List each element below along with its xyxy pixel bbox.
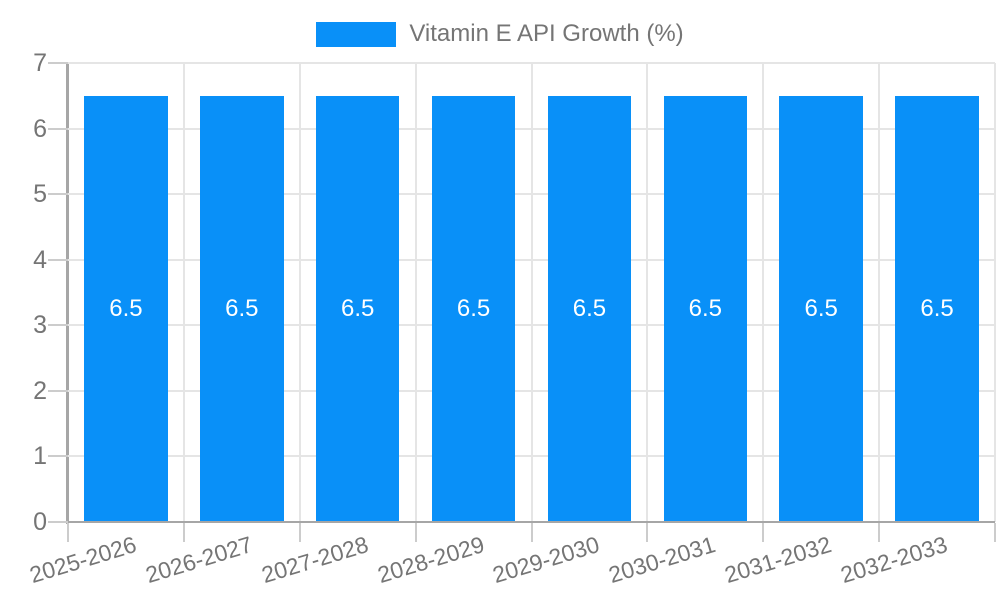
- v-gridline: [530, 63, 533, 522]
- bar-value-label: 6.5: [109, 294, 143, 322]
- y-axis-label: 7: [33, 49, 47, 77]
- bar-value-label: 6.5: [688, 294, 722, 322]
- x-axis-tick: [67, 523, 69, 542]
- x-axis-tick: [182, 523, 185, 542]
- y-axis-tick: [48, 258, 68, 261]
- y-axis-tick: [48, 455, 68, 458]
- bar[interactable]: 6.5: [315, 95, 400, 522]
- y-axis-label: 4: [33, 245, 47, 274]
- bar[interactable]: 6.5: [200, 95, 284, 522]
- y-axis-tick: [48, 389, 68, 392]
- x-axis-tick: [878, 523, 881, 542]
- y-axis-label: 0: [33, 508, 47, 536]
- x-axis-tick: [762, 523, 765, 542]
- y-axis-tick: [48, 127, 68, 130]
- bar[interactable]: 6.5: [84, 95, 168, 522]
- y-axis-label: 3: [33, 311, 47, 340]
- x-axis-tick: [646, 523, 649, 542]
- bar-value-label: 6.5: [572, 294, 607, 322]
- x-axis-tick: [414, 523, 417, 542]
- x-axis-tick: [298, 523, 301, 542]
- v-gridline: [762, 63, 765, 522]
- v-gridline: [414, 63, 417, 522]
- x-axis-tick: [994, 523, 996, 542]
- bar[interactable]: 6.5: [779, 95, 863, 522]
- x-axis-tick: [530, 523, 533, 542]
- legend-label: Vitamin E API Growth (%): [409, 20, 684, 47]
- bar-value-label: 6.5: [225, 294, 259, 322]
- y-axis-label: 1: [33, 442, 47, 471]
- x-axis-line: [66, 521, 995, 523]
- v-gridline: [298, 63, 301, 522]
- y-axis-label: 6: [33, 114, 47, 143]
- y-axis-tick: [48, 324, 68, 327]
- y-axis-tick: [48, 193, 68, 196]
- legend[interactable]: Vitamin E API Growth (%): [0, 20, 1000, 48]
- bar[interactable]: 6.5: [547, 95, 632, 522]
- y-axis-tick: [48, 62, 68, 64]
- v-gridline: [646, 63, 649, 522]
- v-gridline: [182, 63, 185, 522]
- bar-value-label: 6.5: [456, 294, 491, 322]
- bar[interactable]: 6.5: [895, 95, 979, 522]
- v-gridline: [878, 63, 881, 522]
- bar-value-label: 6.5: [920, 294, 954, 322]
- y-axis-line: [66, 63, 69, 524]
- bar[interactable]: 6.5: [663, 95, 748, 522]
- plot-area: 6.5 6.5 6.5 6.5 6.5 6.5 6.5 6.5: [68, 62, 996, 522]
- y-axis-tick: [48, 521, 68, 523]
- bar-value-label: 6.5: [340, 294, 375, 322]
- bar-value-label: 6.5: [804, 294, 838, 322]
- y-axis-label: 2: [33, 376, 47, 405]
- v-gridline: [994, 63, 996, 522]
- bar[interactable]: 6.5: [431, 95, 516, 522]
- y-axis-label: 5: [33, 180, 47, 209]
- legend-swatch: [316, 21, 397, 47]
